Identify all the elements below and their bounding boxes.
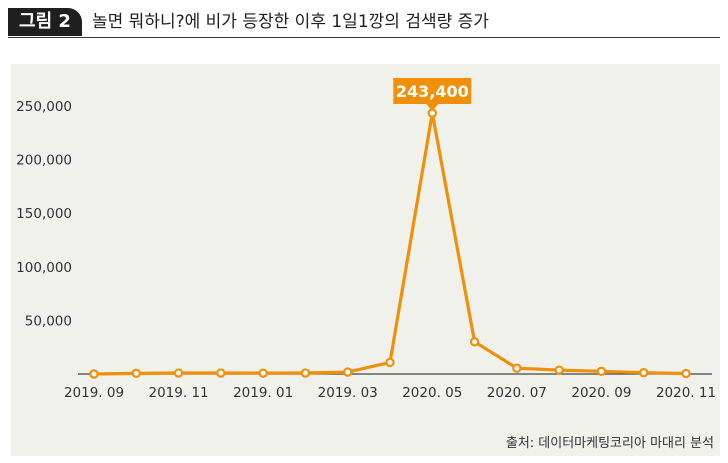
data-point (512, 363, 522, 373)
x-tick-label: 2019. 01 (233, 385, 293, 401)
figure-title: 놀면 뭐하니?에 비가 등장한 이후 1일1깡의 검색량 증가 (92, 12, 489, 32)
data-point (385, 357, 395, 368)
data-point (469, 337, 480, 347)
data-point (639, 368, 649, 378)
x-tick-label: 2020. 07 (487, 385, 547, 401)
data-point (343, 367, 353, 377)
x-tick-label: 2019. 11 (149, 385, 209, 401)
y-tick-label: 150,000 (16, 206, 72, 222)
chart-panel (11, 64, 720, 456)
header-divider (8, 37, 720, 38)
source-note: 출처: 데이터마케팅코리아 마대리 분석 (505, 436, 714, 451)
y-tick-label: 100,000 (16, 260, 72, 276)
x-tick-label: 2019. 03 (318, 385, 378, 401)
data-point (89, 369, 99, 379)
y-tick-label: 50,000 (25, 313, 72, 329)
peak-callout-pointer (426, 104, 439, 111)
y-tick-label: 200,000 (16, 153, 72, 169)
x-tick-label: 2019. 09 (64, 385, 124, 401)
data-point (596, 366, 607, 377)
x-tick-label: 2020. 09 (571, 385, 631, 401)
data-point (681, 368, 691, 379)
peak-value-label: 243,400 (396, 82, 469, 101)
data-point (216, 368, 226, 378)
figure-header: 그림 2 놀면 뭐하니?에 비가 등장한 이후 1일1깡의 검색량 증가 (8, 8, 720, 38)
x-tick-label: 2020. 11 (656, 385, 716, 401)
y-tick-label: 250,000 (16, 99, 72, 115)
data-point (300, 368, 311, 378)
data-point (554, 365, 564, 375)
peak-callout-box (393, 78, 472, 104)
data-point (258, 368, 268, 378)
data-point (131, 368, 141, 379)
x-tick-label: 2020. 05 (402, 385, 462, 401)
data-point (173, 368, 184, 378)
figure-number-badge: 그림 2 (8, 8, 82, 36)
series-line (92, 111, 688, 376)
